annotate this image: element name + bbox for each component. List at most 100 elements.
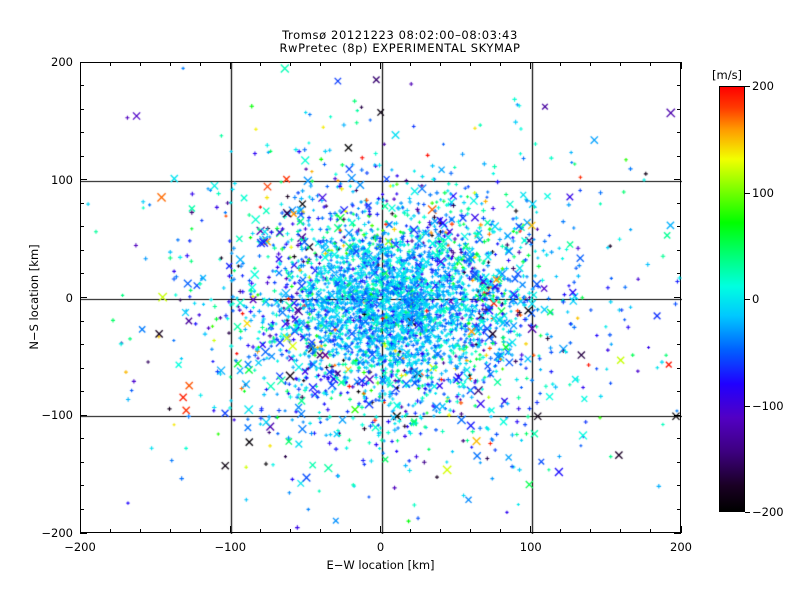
scatter-canvas [81, 63, 682, 534]
x-tick-label: 100 [519, 540, 542, 554]
x-minor-tick-top [650, 62, 652, 66]
x-major-tick-top [79, 62, 81, 69]
x-minor-tick [410, 529, 412, 533]
y-minor-tick [80, 438, 84, 440]
y-minor-tick-right [677, 132, 681, 134]
x-tick-label: −200 [64, 540, 96, 554]
x-minor-tick [289, 529, 291, 533]
y-minor-tick [80, 226, 84, 228]
colorbar-tick-label: 100 [752, 185, 774, 200]
y-minor-tick-right [677, 344, 681, 346]
x-minor-tick [590, 529, 592, 533]
y-minor-tick [80, 320, 84, 322]
x-minor-tick [349, 529, 351, 533]
y-minor-tick-right [677, 320, 681, 322]
y-major-tick [80, 414, 87, 416]
y-major-tick-right [674, 414, 681, 416]
x-tick-label: 0 [376, 540, 385, 554]
y-minor-tick [80, 108, 84, 110]
x-axis-title: E−W location [km] [326, 558, 435, 572]
x-tick-label: −100 [214, 540, 247, 554]
y-tick-label: 100 [51, 172, 73, 187]
y-minor-tick-right [677, 249, 681, 251]
colorbar-tick [745, 405, 750, 407]
y-minor-tick-right [677, 155, 681, 157]
x-minor-tick-top [259, 62, 261, 66]
colorbar-tick [745, 299, 750, 300]
x-minor-tick [199, 529, 201, 533]
colorbar [719, 86, 745, 512]
x-major-tick [229, 526, 231, 533]
y-tick-label: −100 [41, 408, 73, 423]
x-minor-tick-top [410, 62, 412, 66]
y-minor-tick-right [677, 85, 681, 87]
x-minor-tick [650, 529, 652, 533]
y-minor-tick-right [677, 485, 681, 487]
x-minor-tick [169, 529, 171, 533]
y-minor-tick [80, 249, 84, 251]
y-minor-tick [80, 155, 84, 157]
x-minor-tick-top [109, 62, 111, 66]
plot-area [80, 62, 682, 534]
x-minor-tick-top [199, 62, 201, 66]
x-minor-tick-top [500, 62, 502, 66]
x-major-tick [79, 526, 81, 533]
y-minor-tick [80, 391, 84, 393]
colorbar-tick [745, 86, 750, 87]
y-tick-label: 0 [65, 290, 73, 305]
y-minor-tick-right [677, 508, 681, 510]
y-minor-tick-right [677, 461, 681, 463]
x-minor-tick-top [319, 62, 321, 66]
y-minor-tick-right [677, 438, 681, 440]
x-minor-tick-top [139, 62, 141, 66]
y-major-tick-right [674, 61, 681, 63]
y-minor-tick [80, 367, 84, 369]
y-minor-tick-right [677, 391, 681, 393]
colorbar-tick [745, 192, 750, 194]
x-major-tick-top [380, 62, 381, 69]
x-minor-tick-top [289, 62, 291, 66]
x-tick-label: 200 [670, 540, 692, 554]
colorbar-gradient [720, 87, 744, 511]
y-minor-tick-right [677, 202, 681, 204]
x-minor-tick-top [349, 62, 351, 66]
x-minor-tick [109, 529, 111, 533]
y-minor-tick [80, 85, 84, 87]
x-minor-tick-top [560, 62, 562, 66]
y-major-tick-right [674, 297, 681, 298]
x-minor-tick [470, 529, 472, 533]
colorbar-unit-label: [m/s] [712, 68, 743, 82]
y-major-tick [80, 179, 87, 181]
y-minor-tick-right [677, 273, 681, 275]
x-minor-tick-top [169, 62, 171, 66]
x-minor-tick [500, 529, 502, 533]
y-major-tick-right [674, 532, 681, 534]
x-minor-tick [560, 529, 562, 533]
y-minor-tick [80, 132, 84, 134]
x-minor-tick [620, 529, 622, 533]
x-major-tick-top [229, 62, 231, 69]
x-minor-tick [319, 529, 321, 533]
x-minor-tick [139, 529, 141, 533]
y-minor-tick-right [677, 367, 681, 369]
chart-title-line-1: Tromsø 20121223 08:02:00–08:03:43 [282, 28, 518, 42]
x-minor-tick-top [470, 62, 472, 66]
x-minor-tick [259, 529, 261, 533]
y-major-tick-right [674, 179, 681, 181]
y-major-tick [80, 532, 87, 534]
y-minor-tick-right [677, 108, 681, 110]
colorbar-tick-label: −200 [752, 505, 784, 519]
colorbar-tick [745, 512, 750, 513]
chart-title-line-2: RwPretec (8p) EXPERIMENTAL SKYMAP [279, 41, 521, 55]
y-major-tick [80, 297, 87, 298]
y-minor-tick [80, 344, 84, 346]
y-minor-tick-right [677, 226, 681, 228]
x-minor-tick-top [440, 62, 442, 66]
x-minor-tick-top [620, 62, 622, 66]
x-minor-tick [440, 529, 442, 533]
x-major-tick-top [680, 62, 682, 69]
y-minor-tick [80, 461, 84, 463]
colorbar-tick-label: 0 [752, 292, 760, 306]
y-tick-label: −200 [41, 526, 73, 540]
